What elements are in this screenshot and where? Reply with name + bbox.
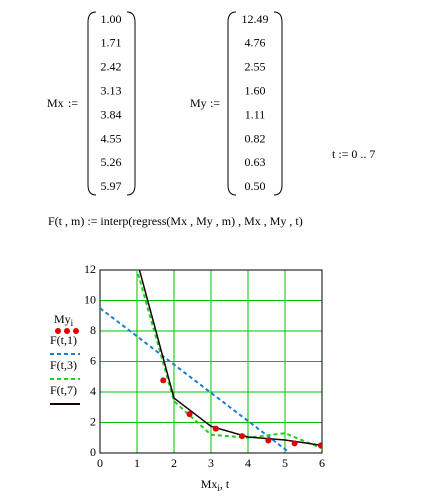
y-tick-label: 4: [90, 384, 96, 398]
x-axis-label: Mxi, t: [201, 477, 230, 493]
x-tick-label: 2: [171, 456, 177, 470]
matrix-cell: 2.42: [101, 60, 122, 74]
x-tick-label: 0: [97, 456, 103, 470]
legend-label: Myi: [54, 312, 74, 328]
assign: :=: [210, 96, 220, 110]
matrix-cell: 0.63: [245, 155, 266, 169]
legend-label: F(t,1): [50, 333, 77, 347]
matrix-cell: 4.55: [101, 131, 122, 145]
plot-frame: [99, 269, 323, 454]
matrix-cell: 1.71: [101, 36, 122, 50]
formula: F(t , m) := interp(regress(Mx , My , m) …: [48, 214, 303, 228]
bracket: [227, 11, 237, 196]
matrix-cell: 0.50: [245, 179, 266, 193]
data-point: [186, 411, 193, 418]
y-tick-label: 0: [90, 445, 96, 459]
matrix-cell: 1.60: [245, 83, 266, 97]
data-point: [239, 433, 246, 440]
y-tick-label: 12: [84, 262, 96, 276]
bracket: [273, 11, 283, 196]
matrix-cell: 1.11: [245, 107, 266, 121]
x-tick-label: 4: [245, 456, 251, 470]
matrix-cell: 0.82: [245, 131, 266, 145]
mx-name: Mx: [47, 96, 64, 110]
data-point: [212, 425, 219, 432]
y-tick-label: 6: [90, 353, 96, 367]
legend-swatch: [55, 328, 61, 334]
legend-swatch: [64, 328, 70, 334]
data-point: [291, 440, 298, 447]
plot-area: [100, 260, 322, 453]
matrix-cell: 3.84: [101, 107, 122, 121]
matrix-cell: 2.55: [245, 60, 266, 74]
data-point: [160, 377, 167, 384]
x-tick-label: 6: [319, 456, 325, 470]
matrix-cell: 5.26: [101, 155, 122, 169]
legend-swatch: [73, 328, 79, 334]
legend-label: F(t,3): [50, 358, 77, 372]
y-tick-label: 8: [90, 323, 96, 337]
data-point: [265, 437, 272, 444]
range-def: t := 0 .. 7: [332, 147, 375, 161]
my-name: My: [190, 96, 207, 110]
bracket: [126, 11, 136, 196]
series-line: [135, 270, 322, 450]
y-tick-label: 2: [90, 414, 96, 428]
y-tick-label: 10: [84, 292, 96, 306]
matrix-cell: 5.97: [101, 179, 122, 193]
matrix-cell: 4.76: [245, 36, 266, 50]
series-line: [100, 307, 292, 453]
bracket: [87, 11, 97, 196]
matrix-cell: 3.13: [101, 83, 122, 97]
series-line: [138, 270, 322, 447]
x-tick-label: 1: [134, 456, 140, 470]
data-point: [134, 260, 140, 266]
data-point: [317, 442, 322, 449]
matrix-cell: 12.49: [242, 12, 269, 26]
assign: :=: [68, 96, 78, 110]
matrix-cell: 1.00: [101, 12, 122, 26]
x-tick-label: 5: [282, 456, 288, 470]
x-tick-label: 3: [208, 456, 214, 470]
legend-label: F(t,7): [50, 383, 77, 397]
